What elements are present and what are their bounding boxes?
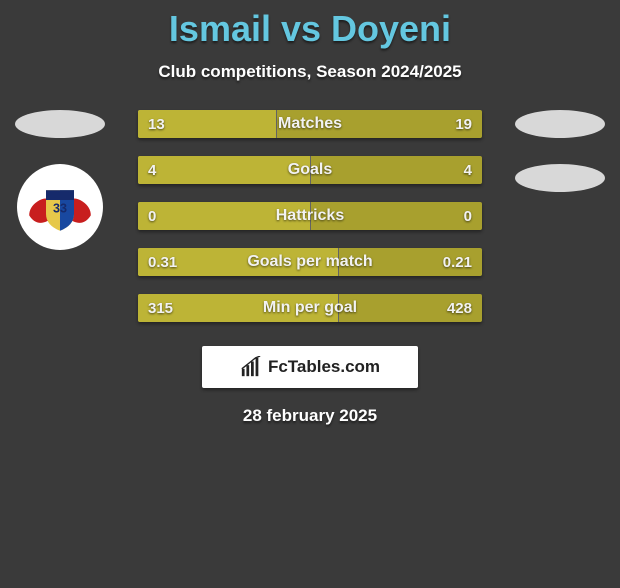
club-badge-left: 33 [17,164,103,250]
player-oval-right-1 [515,110,605,138]
stat-bar-divider [310,202,311,230]
right-player-column [500,110,620,192]
left-player-column: 33 [0,110,120,250]
stat-value-left: 0.31 [148,248,177,276]
bar-chart-icon [240,356,262,378]
stat-value-left: 315 [148,294,173,322]
stat-bar-fill [138,156,310,184]
comparison-stage: 33 13 Matches 19 4 Goals 4 0 Hattricks 0 [0,110,620,322]
stat-bar: 0 Hattricks 0 [138,202,482,230]
stat-bar: 315 Min per goal 428 [138,294,482,322]
svg-text:33: 33 [53,202,67,216]
stat-value-right: 0.21 [443,248,472,276]
date-text: 28 february 2025 [0,406,620,426]
stat-bars: 13 Matches 19 4 Goals 4 0 Hattricks 0 0.… [138,110,482,322]
stat-bar: 0.31 Goals per match 0.21 [138,248,482,276]
page-title: Ismail vs Doyeni [0,8,620,50]
player-oval-left [15,110,105,138]
page-subtitle: Club competitions, Season 2024/2025 [0,62,620,82]
stat-value-left: 4 [148,156,156,184]
stat-bar-fill [138,202,310,230]
stat-bar-divider [338,248,339,276]
player-oval-right-2 [515,164,605,192]
stat-value-right: 4 [464,156,472,184]
stat-bar-divider [338,294,339,322]
brand-badge: FcTables.com [202,346,418,388]
club-crest-icon: 33 [25,172,95,242]
stat-bar: 4 Goals 4 [138,156,482,184]
stat-value-left: 13 [148,110,165,138]
stat-value-right: 428 [447,294,472,322]
brand-text: FcTables.com [268,357,380,377]
stat-value-right: 19 [455,110,472,138]
stat-value-right: 0 [464,202,472,230]
stat-bar-divider [310,156,311,184]
stat-bar-divider [276,110,277,138]
stat-bar: 13 Matches 19 [138,110,482,138]
stat-value-left: 0 [148,202,156,230]
